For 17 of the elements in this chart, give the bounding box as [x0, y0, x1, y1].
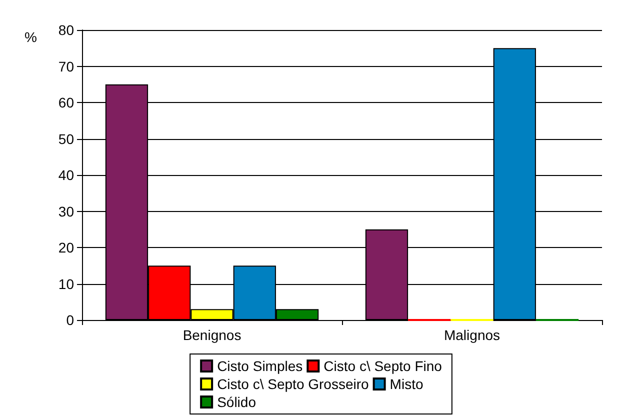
- legend-label: Cisto Simples: [217, 358, 303, 374]
- y-tick-label: 60: [58, 94, 74, 110]
- y-tick-label: 0: [66, 312, 74, 328]
- legend-label: Misto: [390, 376, 424, 392]
- y-axis-title: %: [24, 29, 37, 45]
- y-tick-label: 40: [58, 167, 74, 183]
- x-tick-label: Benignos: [182, 327, 242, 343]
- legend-label: Sólido: [217, 394, 256, 410]
- legend-label: Cisto c\ Septo Grosseiro: [217, 376, 370, 392]
- y-tick-label: 80: [58, 22, 74, 38]
- y-tick-label: 70: [58, 58, 74, 74]
- y-tick-label: 20: [58, 240, 74, 256]
- y-tick-label: 10: [58, 276, 74, 292]
- y-tick-label: 30: [58, 203, 74, 220]
- y-tick-label: 50: [58, 130, 74, 147]
- legend-label: Cisto c\ Septo Fino: [324, 358, 442, 374]
- x-tick-label: Malignos: [444, 327, 500, 343]
